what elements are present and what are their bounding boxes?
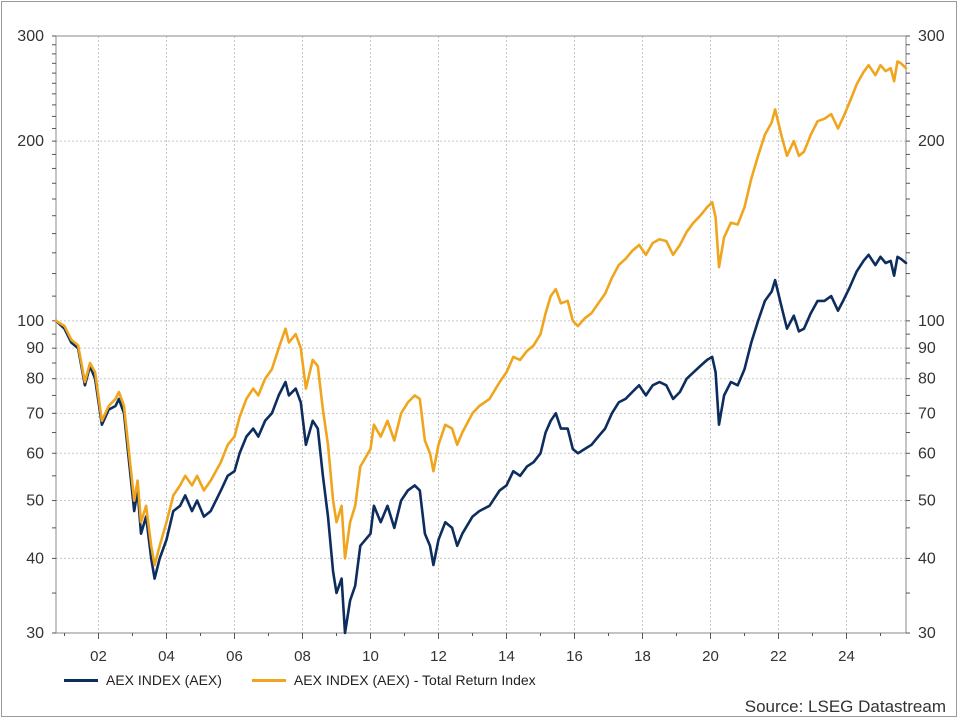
x-tick-label: 14 <box>498 648 515 665</box>
x-tick-label: 16 <box>566 648 583 665</box>
legend-label-aex-total-return: AEX INDEX (AEX) - Total Return Index <box>293 672 536 688</box>
y-tick-label-left: 90 <box>26 340 44 357</box>
source-note: Source: LSEG Datastream <box>744 697 946 716</box>
x-tick-label: 22 <box>770 648 787 665</box>
y-tick-label-left: 200 <box>17 133 44 150</box>
legend-item-aex-total-return: AEX INDEX (AEX) - Total Return Index <box>251 672 536 688</box>
y-tick-label-right: 200 <box>918 133 945 150</box>
y-tick-label-left: 300 <box>17 28 44 45</box>
series-line-aex-index <box>54 253 908 635</box>
x-tick-label: 02 <box>90 648 107 665</box>
y-tick-label-right: 90 <box>918 340 936 357</box>
y-tick-label-left: 70 <box>26 405 44 422</box>
y-tick-label-left: 60 <box>26 445 44 462</box>
y-tick-label-right: 60 <box>918 445 936 462</box>
y-tick-label-right: 80 <box>918 371 936 388</box>
y-tick-label-left: 50 <box>26 493 44 510</box>
y-tick-label-right: 40 <box>918 550 936 567</box>
y-tick-label-right: 300 <box>918 28 945 45</box>
y-tick-label-right: 100 <box>918 313 945 330</box>
legend-swatch-aex <box>64 678 98 682</box>
x-tick-label: 10 <box>362 648 379 665</box>
legend-label-aex: AEX INDEX (AEX) <box>106 672 222 688</box>
y-tick-label-left: 40 <box>26 550 44 567</box>
x-tick-label: 06 <box>226 648 243 665</box>
y-tick-label-left: 100 <box>17 313 44 330</box>
x-tick-label: 12 <box>430 648 447 665</box>
x-tick-label: 24 <box>838 648 855 665</box>
series-lines <box>54 60 908 635</box>
y-tick-label-left: 80 <box>26 371 44 388</box>
y-tick-label-left: 30 <box>26 625 44 642</box>
legend-swatch-aex-total-return <box>251 678 286 682</box>
legend: AEX INDEX (AEX) AEX INDEX (AEX) - Total … <box>64 672 536 688</box>
x-tick-label: 08 <box>294 648 311 665</box>
y-tick-label-right: 70 <box>918 405 936 422</box>
legend-item-aex: AEX INDEX (AEX) <box>64 672 222 688</box>
x-tick-label: 18 <box>634 648 651 665</box>
y-tick-label-right: 50 <box>918 493 936 510</box>
x-tick-label: 04 <box>158 648 175 665</box>
y-tick-label-right: 30 <box>918 625 936 642</box>
x-tick-label: 20 <box>702 648 719 665</box>
series-line-aex-total-return <box>54 60 908 567</box>
